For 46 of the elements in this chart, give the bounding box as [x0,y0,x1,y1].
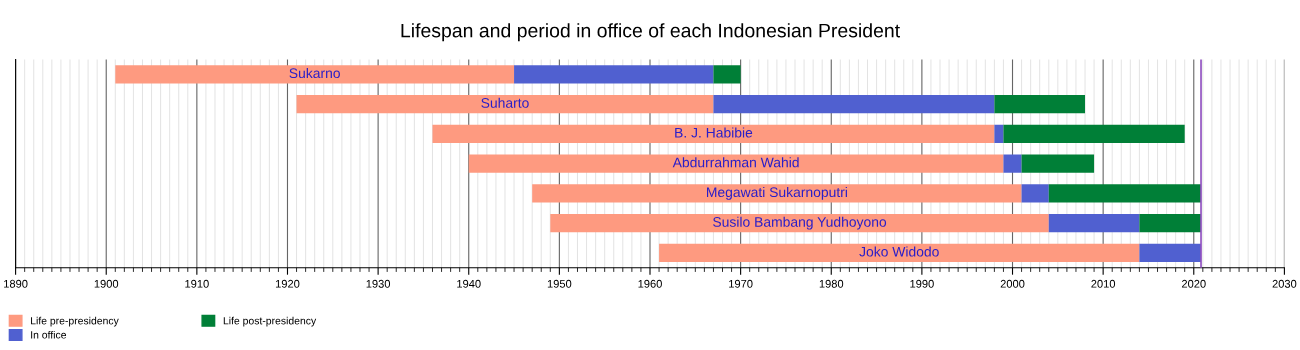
bar [296,94,714,114]
bar [994,124,1004,144]
bar [1139,213,1202,233]
y-tick-label: Megawati Sukarnoputri [707,186,847,200]
x-tick-label: 2020 [1181,279,1206,288]
y-tick-label: Sukarno [289,67,340,79]
bar [713,94,995,114]
x-tick-label: 1910 [185,279,209,288]
x-tick-label: 1980 [819,279,844,288]
bar [994,94,1086,114]
x-tick-label: 1920 [275,279,300,288]
bar [1021,154,1095,173]
bar [1003,154,1022,173]
x-tick-label: 1900 [94,279,119,288]
chart-title: Lifespan and period in office of each Indonesian President [401,23,900,42]
x-tick-label: 1990 [910,279,934,288]
bar [1048,184,1202,203]
x-tick-label: 1890 [4,279,28,288]
y-tick-label: B. J. Habibie [675,127,753,138]
x-tick-label: 2010 [1091,279,1116,288]
bar [514,65,714,84]
x-tick-label: 1960 [638,279,662,288]
bar [659,243,1140,263]
x-tick-label: 2000 [1000,279,1025,288]
x-tick-label: 1930 [366,279,391,288]
y-tick-label: Suharto [481,97,529,108]
bar [1048,213,1140,233]
y-tick-label: Susilo Bambang Yudhoyono [713,216,887,230]
bar [1021,184,1049,203]
legend-label: Life post-presidency [223,316,317,327]
x-tick-label: 1940 [457,279,481,288]
bar [1139,243,1202,263]
bar [713,65,741,84]
y-tick-label: Joko Widodo [859,246,939,257]
bar [550,213,1049,233]
x-tick-label: 2030 [1272,279,1297,288]
bar [432,124,995,144]
legend-label: In office [31,330,67,339]
x-tick-label: 1970 [729,279,753,288]
bar [532,184,1022,203]
y-tick-label: Abdurrahman Wahid [672,157,799,168]
bar [115,65,515,84]
bar [1003,124,1185,144]
legend-label: Life pre-presidency [31,316,119,327]
bar [468,154,1004,173]
x-tick-label: 1950 [547,279,572,288]
